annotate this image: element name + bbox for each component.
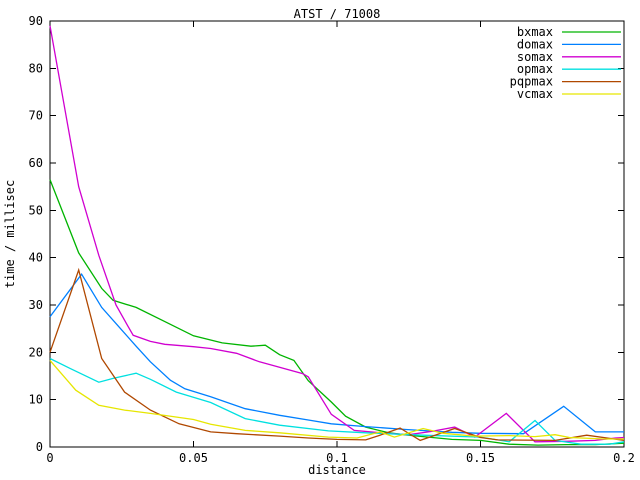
x-tick-label: 0 xyxy=(46,451,53,465)
y-tick-label: 70 xyxy=(29,109,43,123)
y-tick-label: 60 xyxy=(29,156,43,170)
y-tick-label: 90 xyxy=(29,14,43,28)
x-tick-label: 0.05 xyxy=(179,451,208,465)
series-line-opmax xyxy=(49,357,625,445)
x-tick-label: 0.1 xyxy=(326,451,348,465)
series-line-pqpmax xyxy=(49,267,625,442)
series-line-domax xyxy=(49,273,624,435)
y-tick-label: 10 xyxy=(29,393,43,407)
y-tick-label: 50 xyxy=(29,203,43,217)
y-tick-label: 30 xyxy=(29,298,43,312)
x-tick-label: 0.2 xyxy=(613,451,635,465)
y-tick-label: 80 xyxy=(29,61,43,75)
legend-label-pqpmax: pqpmax xyxy=(510,75,553,89)
y-tick-label: 0 xyxy=(36,440,43,454)
x-axis-label: distance xyxy=(308,463,366,477)
series-line-vcmax xyxy=(49,359,624,440)
legend-label-somax: somax xyxy=(517,50,553,64)
legend-label-opmax: opmax xyxy=(517,62,553,76)
series-line-bxmax xyxy=(49,179,625,446)
y-tick-label: 20 xyxy=(29,345,43,359)
chart-title: ATST / 71008 xyxy=(293,7,381,21)
legend-label-bxmax: bxmax xyxy=(517,25,553,39)
legend-label-vcmax: vcmax xyxy=(517,87,553,101)
y-tick-label: 40 xyxy=(29,251,43,265)
y-axis-label: time / millisec xyxy=(3,180,17,288)
legend-label-domax: domax xyxy=(517,37,553,51)
x-tick-label: 0.15 xyxy=(466,451,495,465)
series-line-somax xyxy=(49,25,625,443)
